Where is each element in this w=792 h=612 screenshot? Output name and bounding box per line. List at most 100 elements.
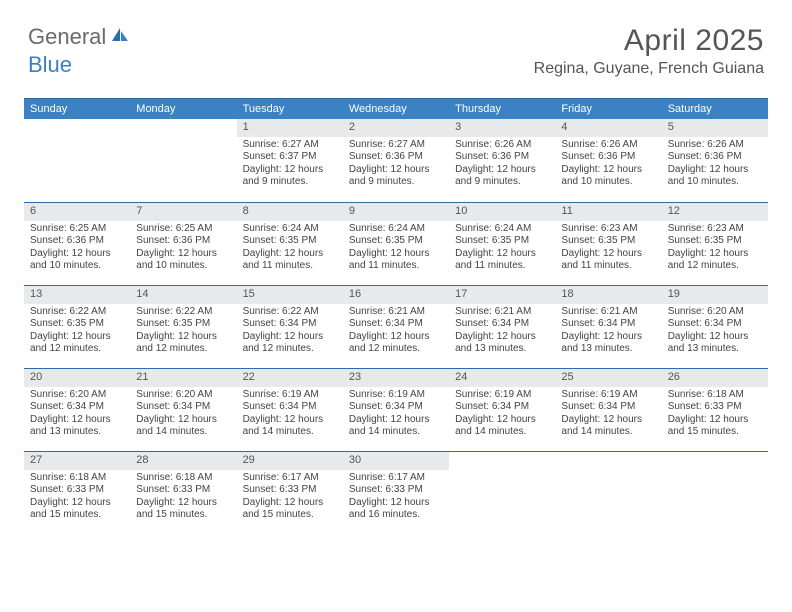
- day2-line: and 14 minutes.: [561, 426, 655, 439]
- sunset-line: Sunset: 6:35 PM: [243, 235, 337, 248]
- day-cell: 8Sunrise: 6:24 AMSunset: 6:35 PMDaylight…: [237, 203, 343, 285]
- sunset-line: Sunset: 6:36 PM: [136, 235, 230, 248]
- day-number: 5: [662, 119, 768, 137]
- sunset-line: Sunset: 6:35 PM: [136, 318, 230, 331]
- sunset-line: Sunset: 6:37 PM: [243, 151, 337, 164]
- day1-line: Daylight: 12 hours: [136, 414, 230, 427]
- day-cell: 22Sunrise: 6:19 AMSunset: 6:34 PMDayligh…: [237, 369, 343, 451]
- sunrise-line: Sunrise: 6:19 AM: [243, 389, 337, 402]
- day-content: Sunrise: 6:21 AMSunset: 6:34 PMDaylight:…: [343, 304, 449, 358]
- sunrise-line: Sunrise: 6:18 AM: [30, 472, 124, 485]
- location: Regina, Guyane, French Guiana: [534, 60, 764, 78]
- sunset-line: Sunset: 6:34 PM: [243, 318, 337, 331]
- day-content: Sunrise: 6:22 AMSunset: 6:35 PMDaylight:…: [24, 304, 130, 358]
- day-content: Sunrise: 6:18 AMSunset: 6:33 PMDaylight:…: [130, 470, 236, 524]
- day1-line: Daylight: 12 hours: [455, 331, 549, 344]
- header: General April 2025 Regina, Guyane, Frenc…: [0, 0, 792, 86]
- day-content: Sunrise: 6:17 AMSunset: 6:33 PMDaylight:…: [237, 470, 343, 524]
- day-number: 8: [237, 203, 343, 221]
- day2-line: and 9 minutes.: [349, 176, 443, 189]
- day1-line: Daylight: 12 hours: [243, 164, 337, 177]
- sunrise-line: Sunrise: 6:22 AM: [30, 306, 124, 319]
- day-cell: 30Sunrise: 6:17 AMSunset: 6:33 PMDayligh…: [343, 452, 449, 534]
- sunset-line: Sunset: 6:36 PM: [30, 235, 124, 248]
- day-number: 3: [449, 119, 555, 137]
- day-content: Sunrise: 6:27 AMSunset: 6:37 PMDaylight:…: [237, 137, 343, 191]
- day2-line: and 11 minutes.: [243, 260, 337, 273]
- sunrise-line: Sunrise: 6:20 AM: [136, 389, 230, 402]
- day1-line: Daylight: 12 hours: [30, 248, 124, 261]
- day-cell: 18Sunrise: 6:21 AMSunset: 6:34 PMDayligh…: [555, 286, 661, 368]
- day-number: 2: [343, 119, 449, 137]
- day2-line: and 11 minutes.: [349, 260, 443, 273]
- day-number: 6: [24, 203, 130, 221]
- day-number: 26: [662, 369, 768, 387]
- day2-line: and 13 minutes.: [455, 343, 549, 356]
- day-content: Sunrise: 6:20 AMSunset: 6:34 PMDaylight:…: [24, 387, 130, 441]
- day1-line: Daylight: 12 hours: [668, 331, 762, 344]
- day-number: 13: [24, 286, 130, 304]
- sunset-line: Sunset: 6:34 PM: [349, 401, 443, 414]
- day1-line: Daylight: 12 hours: [136, 497, 230, 510]
- sunrise-line: Sunrise: 6:25 AM: [30, 223, 124, 236]
- day2-line: and 10 minutes.: [561, 176, 655, 189]
- day-content: Sunrise: 6:24 AMSunset: 6:35 PMDaylight:…: [343, 221, 449, 275]
- day1-line: Daylight: 12 hours: [561, 331, 655, 344]
- sunset-line: Sunset: 6:34 PM: [30, 401, 124, 414]
- day-header-tuesday: Tuesday: [237, 99, 343, 119]
- day-cell: 13Sunrise: 6:22 AMSunset: 6:35 PMDayligh…: [24, 286, 130, 368]
- day1-line: Daylight: 12 hours: [30, 497, 124, 510]
- day1-line: Daylight: 12 hours: [243, 248, 337, 261]
- day1-line: Daylight: 12 hours: [243, 331, 337, 344]
- sunrise-line: Sunrise: 6:19 AM: [455, 389, 549, 402]
- day1-line: Daylight: 12 hours: [349, 414, 443, 427]
- sunrise-line: Sunrise: 6:22 AM: [243, 306, 337, 319]
- day1-line: Daylight: 12 hours: [349, 331, 443, 344]
- day2-line: and 10 minutes.: [30, 260, 124, 273]
- day-number: 23: [343, 369, 449, 387]
- day2-line: and 10 minutes.: [668, 176, 762, 189]
- day2-line: and 15 minutes.: [668, 426, 762, 439]
- day-number: 24: [449, 369, 555, 387]
- day1-line: Daylight: 12 hours: [30, 414, 124, 427]
- day-content: Sunrise: 6:17 AMSunset: 6:33 PMDaylight:…: [343, 470, 449, 524]
- day-cell: 25Sunrise: 6:19 AMSunset: 6:34 PMDayligh…: [555, 369, 661, 451]
- day-content: Sunrise: 6:26 AMSunset: 6:36 PMDaylight:…: [555, 137, 661, 191]
- calendar: SundayMondayTuesdayWednesdayThursdayFrid…: [24, 98, 768, 534]
- sunset-line: Sunset: 6:35 PM: [30, 318, 124, 331]
- day2-line: and 15 minutes.: [136, 509, 230, 522]
- day-number: 10: [449, 203, 555, 221]
- day1-line: Daylight: 12 hours: [136, 331, 230, 344]
- day-cell: 15Sunrise: 6:22 AMSunset: 6:34 PMDayligh…: [237, 286, 343, 368]
- day-number: 25: [555, 369, 661, 387]
- sunset-line: Sunset: 6:35 PM: [455, 235, 549, 248]
- day-number: 29: [237, 452, 343, 470]
- sunset-line: Sunset: 6:34 PM: [668, 318, 762, 331]
- day-number: 9: [343, 203, 449, 221]
- day1-line: Daylight: 12 hours: [668, 164, 762, 177]
- week-row: 27Sunrise: 6:18 AMSunset: 6:33 PMDayligh…: [24, 451, 768, 534]
- day-number: 1: [237, 119, 343, 137]
- day1-line: Daylight: 12 hours: [136, 248, 230, 261]
- sunrise-line: Sunrise: 6:19 AM: [349, 389, 443, 402]
- empty-cell: .: [24, 119, 130, 202]
- month-title: April 2025: [534, 24, 764, 58]
- day-number: 16: [343, 286, 449, 304]
- day1-line: Daylight: 12 hours: [243, 497, 337, 510]
- sunset-line: Sunset: 6:34 PM: [561, 401, 655, 414]
- day-content: Sunrise: 6:23 AMSunset: 6:35 PMDaylight:…: [555, 221, 661, 275]
- day-number: 28: [130, 452, 236, 470]
- sunrise-line: Sunrise: 6:23 AM: [668, 223, 762, 236]
- day-content: Sunrise: 6:27 AMSunset: 6:36 PMDaylight:…: [343, 137, 449, 191]
- day-content: Sunrise: 6:22 AMSunset: 6:34 PMDaylight:…: [237, 304, 343, 358]
- day-number: 20: [24, 369, 130, 387]
- day2-line: and 12 minutes.: [668, 260, 762, 273]
- day2-line: and 16 minutes.: [349, 509, 443, 522]
- sunset-line: Sunset: 6:36 PM: [455, 151, 549, 164]
- day1-line: Daylight: 12 hours: [455, 164, 549, 177]
- day-content: Sunrise: 6:21 AMSunset: 6:34 PMDaylight:…: [449, 304, 555, 358]
- day1-line: Daylight: 12 hours: [349, 497, 443, 510]
- day-content: Sunrise: 6:19 AMSunset: 6:34 PMDaylight:…: [237, 387, 343, 441]
- sunrise-line: Sunrise: 6:21 AM: [455, 306, 549, 319]
- day2-line: and 12 minutes.: [243, 343, 337, 356]
